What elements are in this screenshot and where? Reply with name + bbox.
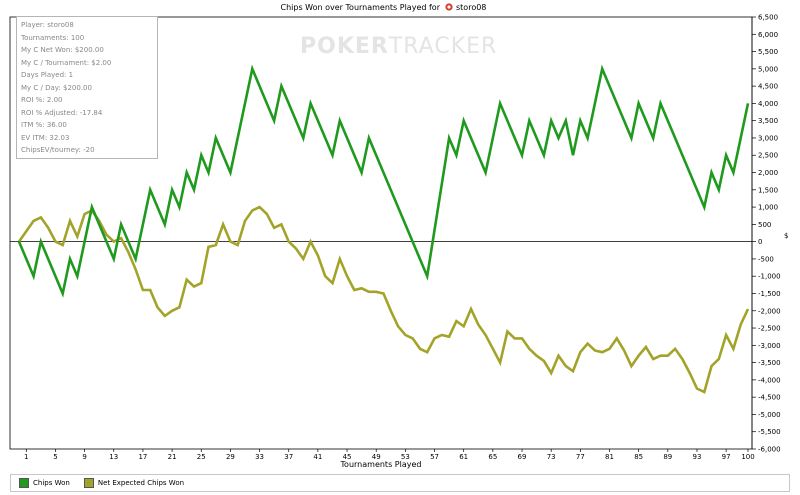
x-tick-label: 29 (226, 453, 235, 461)
y-tick-label: -6,000 (758, 446, 781, 454)
x-tick-label: 69 (518, 453, 527, 461)
info-line: My C Net Won: $200.00 (21, 46, 104, 54)
x-tick-label: 1 (24, 453, 28, 461)
legend-label: Net Expected Chips Won (97, 479, 185, 487)
info-line: My C / Tournament: $2.00 (21, 58, 112, 67)
x-tick-label: 65 (488, 453, 497, 461)
y-tick-label: -4,500 (758, 394, 781, 402)
y-tick-label: -3,500 (758, 359, 781, 367)
y-tick-label: -5,000 (758, 411, 781, 419)
chart-legend: Chips Won Net Expected Chips Won (10, 474, 790, 492)
x-tick-label: 61 (459, 453, 468, 461)
watermark-logo: POKERTRACKER (300, 34, 497, 59)
x-tick-label: 97 (722, 453, 731, 461)
x-tick-label: 9 (82, 453, 86, 461)
legend-item: Net Expected Chips Won (83, 478, 185, 488)
y-tick-label: 3,500 (758, 117, 778, 125)
x-tick-label: 77 (576, 453, 585, 461)
info-line: Tournaments: 100 (21, 33, 85, 42)
x-tick-label: 25 (197, 453, 206, 461)
y-tick-label: -1,500 (758, 290, 781, 298)
chart-title-group: Chips Won over Tournaments Played for st… (281, 3, 487, 12)
legend-swatch (83, 478, 94, 488)
x-tick-label: 37 (284, 453, 293, 461)
x-tick-label: 93 (693, 453, 702, 461)
x-tick-label: 73 (547, 453, 556, 461)
y-axis: 6,500 6,000 5,500 5,000 4,500 4,000 3,500 3,000… (752, 14, 781, 454)
x-tick-label: 41 (313, 453, 322, 461)
x-tick-label: 100 (741, 453, 754, 461)
stats-info-box: Player: storo08 Tournaments: 100 My C Net … (16, 16, 158, 159)
series-line-net-expected-chips-won (17, 205, 750, 394)
x-tick-label: 85 (634, 453, 643, 461)
y-tick-label: 0 (758, 238, 762, 246)
x-tick-label: 81 (605, 453, 614, 461)
watermark-bold: POKER (300, 34, 389, 59)
y-tick-label: 5,000 (758, 65, 778, 73)
y-tick-label: -2,500 (758, 325, 781, 333)
y-tick-label: -2,000 (758, 307, 781, 315)
y-tick-label: 1,000 (758, 204, 778, 212)
poker-chip-icon (445, 3, 453, 11)
chart-title: Chips Won over Tournaments Played for (281, 3, 441, 12)
y-tick-label: 1,500 (758, 186, 778, 194)
y-tick-label: 6,000 (758, 31, 778, 39)
series-group (17, 64, 750, 394)
x-tick-label: 21 (168, 453, 177, 461)
series-line-chips-won (17, 64, 750, 298)
y-tick-label: -500 (758, 255, 774, 263)
x-tick-label: 57 (430, 453, 439, 461)
y-tick-label: 2,500 (758, 152, 778, 160)
legend-item: Chips Won (19, 478, 70, 488)
x-tick-label: 45 (343, 453, 352, 461)
x-axis-label: Tournaments Played (340, 460, 422, 469)
info-line: Player: storo08 (21, 21, 74, 29)
legend-label: Chips Won (33, 479, 70, 487)
x-tick-label: 89 (663, 453, 672, 461)
x-tick-label: 49 (372, 453, 381, 461)
x-tick-label: 5 (53, 453, 57, 461)
x-tick-label: 33 (255, 453, 264, 461)
info-line: ROI % Adjusted: -17.84 (21, 108, 103, 117)
y-tick-label: -4,000 (758, 376, 781, 384)
x-tick-label: 13 (109, 453, 118, 461)
y-tick-label: 4,000 (758, 100, 778, 108)
y-tick-label: -3,000 (758, 342, 781, 350)
y-tick-label: -5,500 (758, 428, 781, 436)
y-tick-label: 4,500 (758, 83, 778, 91)
y-tick-label: 2,000 (758, 169, 778, 177)
y-tick-label: 6,500 (758, 14, 778, 22)
y-tick-label: 500 (758, 221, 771, 229)
watermark-light: TRACKER (388, 34, 498, 59)
y-tick-label: 3,000 (758, 134, 778, 142)
info-line: My C / Day: $200.00 (21, 83, 92, 92)
info-line: ITM %: 36.00 (21, 121, 67, 129)
y-axis-label: $ (784, 232, 788, 240)
legend-swatch (19, 478, 29, 488)
x-tick-label: 17 (138, 453, 147, 461)
info-line: ROI %: 2.00 (21, 96, 63, 104)
y-tick-label: -1,000 (758, 273, 781, 281)
info-line: Days Played: 1 (21, 71, 74, 79)
info-line: ChipsEV/tourney: -20 (21, 146, 95, 154)
x-tick-label: 53 (401, 453, 410, 461)
x-axis: 1 5 9 13 17 21 25 29 33 37 41 45 49 53 57 61 65 69 73 77 81 8… (24, 449, 755, 461)
info-line: EV ITM: 32.03 (21, 133, 70, 142)
chart-title-player: storo08 (456, 3, 486, 12)
y-tick-label: 5,500 (758, 48, 778, 56)
